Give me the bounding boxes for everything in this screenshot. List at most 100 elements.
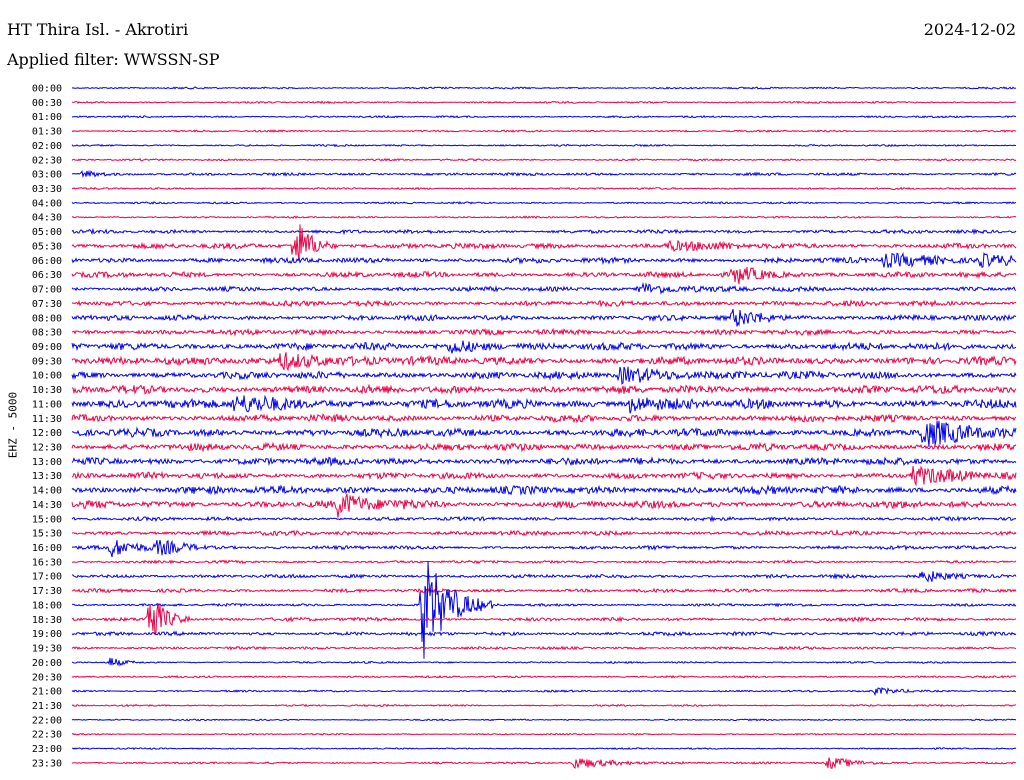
seismic-trace <box>71 703 1017 708</box>
time-tick-label: 14:00 <box>32 486 62 497</box>
time-tick-label: 05:00 <box>32 227 62 238</box>
time-tick-label: 11:00 <box>32 399 62 410</box>
time-tick-label: 07:00 <box>32 285 62 296</box>
seismic-trace <box>71 587 1017 594</box>
seismic-trace <box>71 493 1017 518</box>
time-tick-label: 19:00 <box>32 629 62 640</box>
time-tick-label: 06:30 <box>32 270 62 281</box>
time-tick-label: 12:30 <box>32 443 62 454</box>
seismic-trace <box>71 327 1017 337</box>
time-tick-label: 10:30 <box>32 385 62 396</box>
seismic-trace <box>71 383 1017 395</box>
seismic-trace <box>71 114 1017 119</box>
seismic-trace <box>71 571 1017 583</box>
time-tick-label: 22:30 <box>32 730 62 741</box>
seismic-trace <box>71 186 1017 191</box>
seismic-trace <box>71 747 1017 751</box>
time-tick-label: 06:00 <box>32 256 62 267</box>
seismic-trace <box>71 394 1017 414</box>
time-tick-label: 07:30 <box>32 299 62 310</box>
seismic-trace <box>71 143 1017 148</box>
time-tick-label: 21:00 <box>32 687 62 698</box>
seismic-trace <box>71 251 1017 269</box>
time-tick-label: 14:30 <box>32 500 62 511</box>
seismic-trace <box>71 413 1017 424</box>
seismic-trace <box>71 281 1017 295</box>
seismic-trace <box>71 528 1017 537</box>
time-tick-label: 09:00 <box>32 342 62 353</box>
seismic-trace <box>71 539 1017 558</box>
seismic-trace <box>71 224 1017 260</box>
time-tick-label: 23:00 <box>32 744 62 755</box>
time-tick-label: 15:00 <box>32 514 62 525</box>
time-tick-label: 01:00 <box>32 112 62 123</box>
seismic-trace <box>71 674 1017 679</box>
seismic-trace <box>71 227 1017 236</box>
seismic-trace <box>71 340 1017 354</box>
time-tick-label: 15:30 <box>32 529 62 540</box>
time-tick-label: 03:30 <box>32 184 62 195</box>
seismic-trace <box>71 158 1017 162</box>
time-tick-label: 16:00 <box>32 543 62 554</box>
plot-date: 2024-12-02 <box>923 20 1016 39</box>
seismic-trace <box>71 603 1017 635</box>
time-tick-label: 23:30 <box>32 758 62 769</box>
time-tick-label: 21:30 <box>32 701 62 712</box>
time-tick-label: 12:00 <box>32 428 62 439</box>
seismic-trace <box>71 129 1017 133</box>
time-tick-label: 17:00 <box>32 572 62 583</box>
seismic-trace <box>71 561 1017 659</box>
time-tick-label: 00:30 <box>32 98 62 109</box>
seismic-trace <box>71 465 1017 487</box>
time-tick-label: 08:30 <box>32 328 62 339</box>
time-tick-label: 01:30 <box>32 127 62 138</box>
seismic-trace <box>71 366 1017 385</box>
time-tick-label: 20:30 <box>32 672 62 683</box>
time-tick-label: 02:00 <box>32 141 62 152</box>
seismic-trace <box>71 645 1017 651</box>
seismic-trace <box>71 732 1016 736</box>
station-title: HT Thira Isl. - Akrotiri <box>7 20 189 39</box>
time-tick-label: 10:00 <box>32 371 62 382</box>
seismic-trace <box>71 267 1017 285</box>
seismic-trace <box>71 169 1017 179</box>
time-tick-label: 00:00 <box>32 84 62 95</box>
time-tick-label: 13:30 <box>32 471 62 482</box>
seismic-trace <box>71 514 1017 523</box>
seismic-trace <box>71 757 1016 770</box>
seismic-trace <box>71 630 1017 637</box>
seismic-trace <box>71 718 1017 722</box>
seismic-trace <box>71 657 1017 667</box>
seismic-trace <box>71 559 1017 565</box>
seismic-trace <box>71 456 1017 467</box>
time-tick-label: 16:30 <box>32 557 62 568</box>
seismic-trace <box>71 215 1017 219</box>
time-tick-label: 04:30 <box>32 213 62 224</box>
seismic-trace <box>71 420 1017 448</box>
time-tick-label: 11:30 <box>32 414 62 425</box>
time-tick-label: 20:00 <box>32 658 62 669</box>
time-tick-label: 02:30 <box>32 155 62 166</box>
time-tick-label: 03:00 <box>32 170 62 181</box>
seismic-trace <box>71 299 1017 308</box>
seismic-trace <box>71 484 1017 496</box>
seismic-trace <box>71 200 1017 205</box>
seismic-trace <box>71 352 1017 372</box>
time-tick-label: 09:30 <box>32 356 62 367</box>
time-tick-label: 18:30 <box>32 615 62 626</box>
time-tick-label: 05:30 <box>32 241 62 252</box>
time-tick-label: 22:00 <box>32 715 62 726</box>
seismic-trace <box>71 441 1017 453</box>
time-tick-label: 04:00 <box>32 198 62 209</box>
time-tick-label: 13:00 <box>32 457 62 468</box>
filter-label: Applied filter: WWSSN-SP <box>7 50 220 69</box>
time-tick-label: 19:30 <box>32 644 62 655</box>
seismic-trace <box>71 308 1017 327</box>
time-tick-label: 08:00 <box>32 313 62 324</box>
time-tick-label: 18:00 <box>32 600 62 611</box>
seismic-trace <box>71 86 1017 90</box>
seismic-trace <box>71 686 1017 697</box>
time-tick-label: 17:30 <box>32 586 62 597</box>
seismic-trace <box>71 100 1016 105</box>
